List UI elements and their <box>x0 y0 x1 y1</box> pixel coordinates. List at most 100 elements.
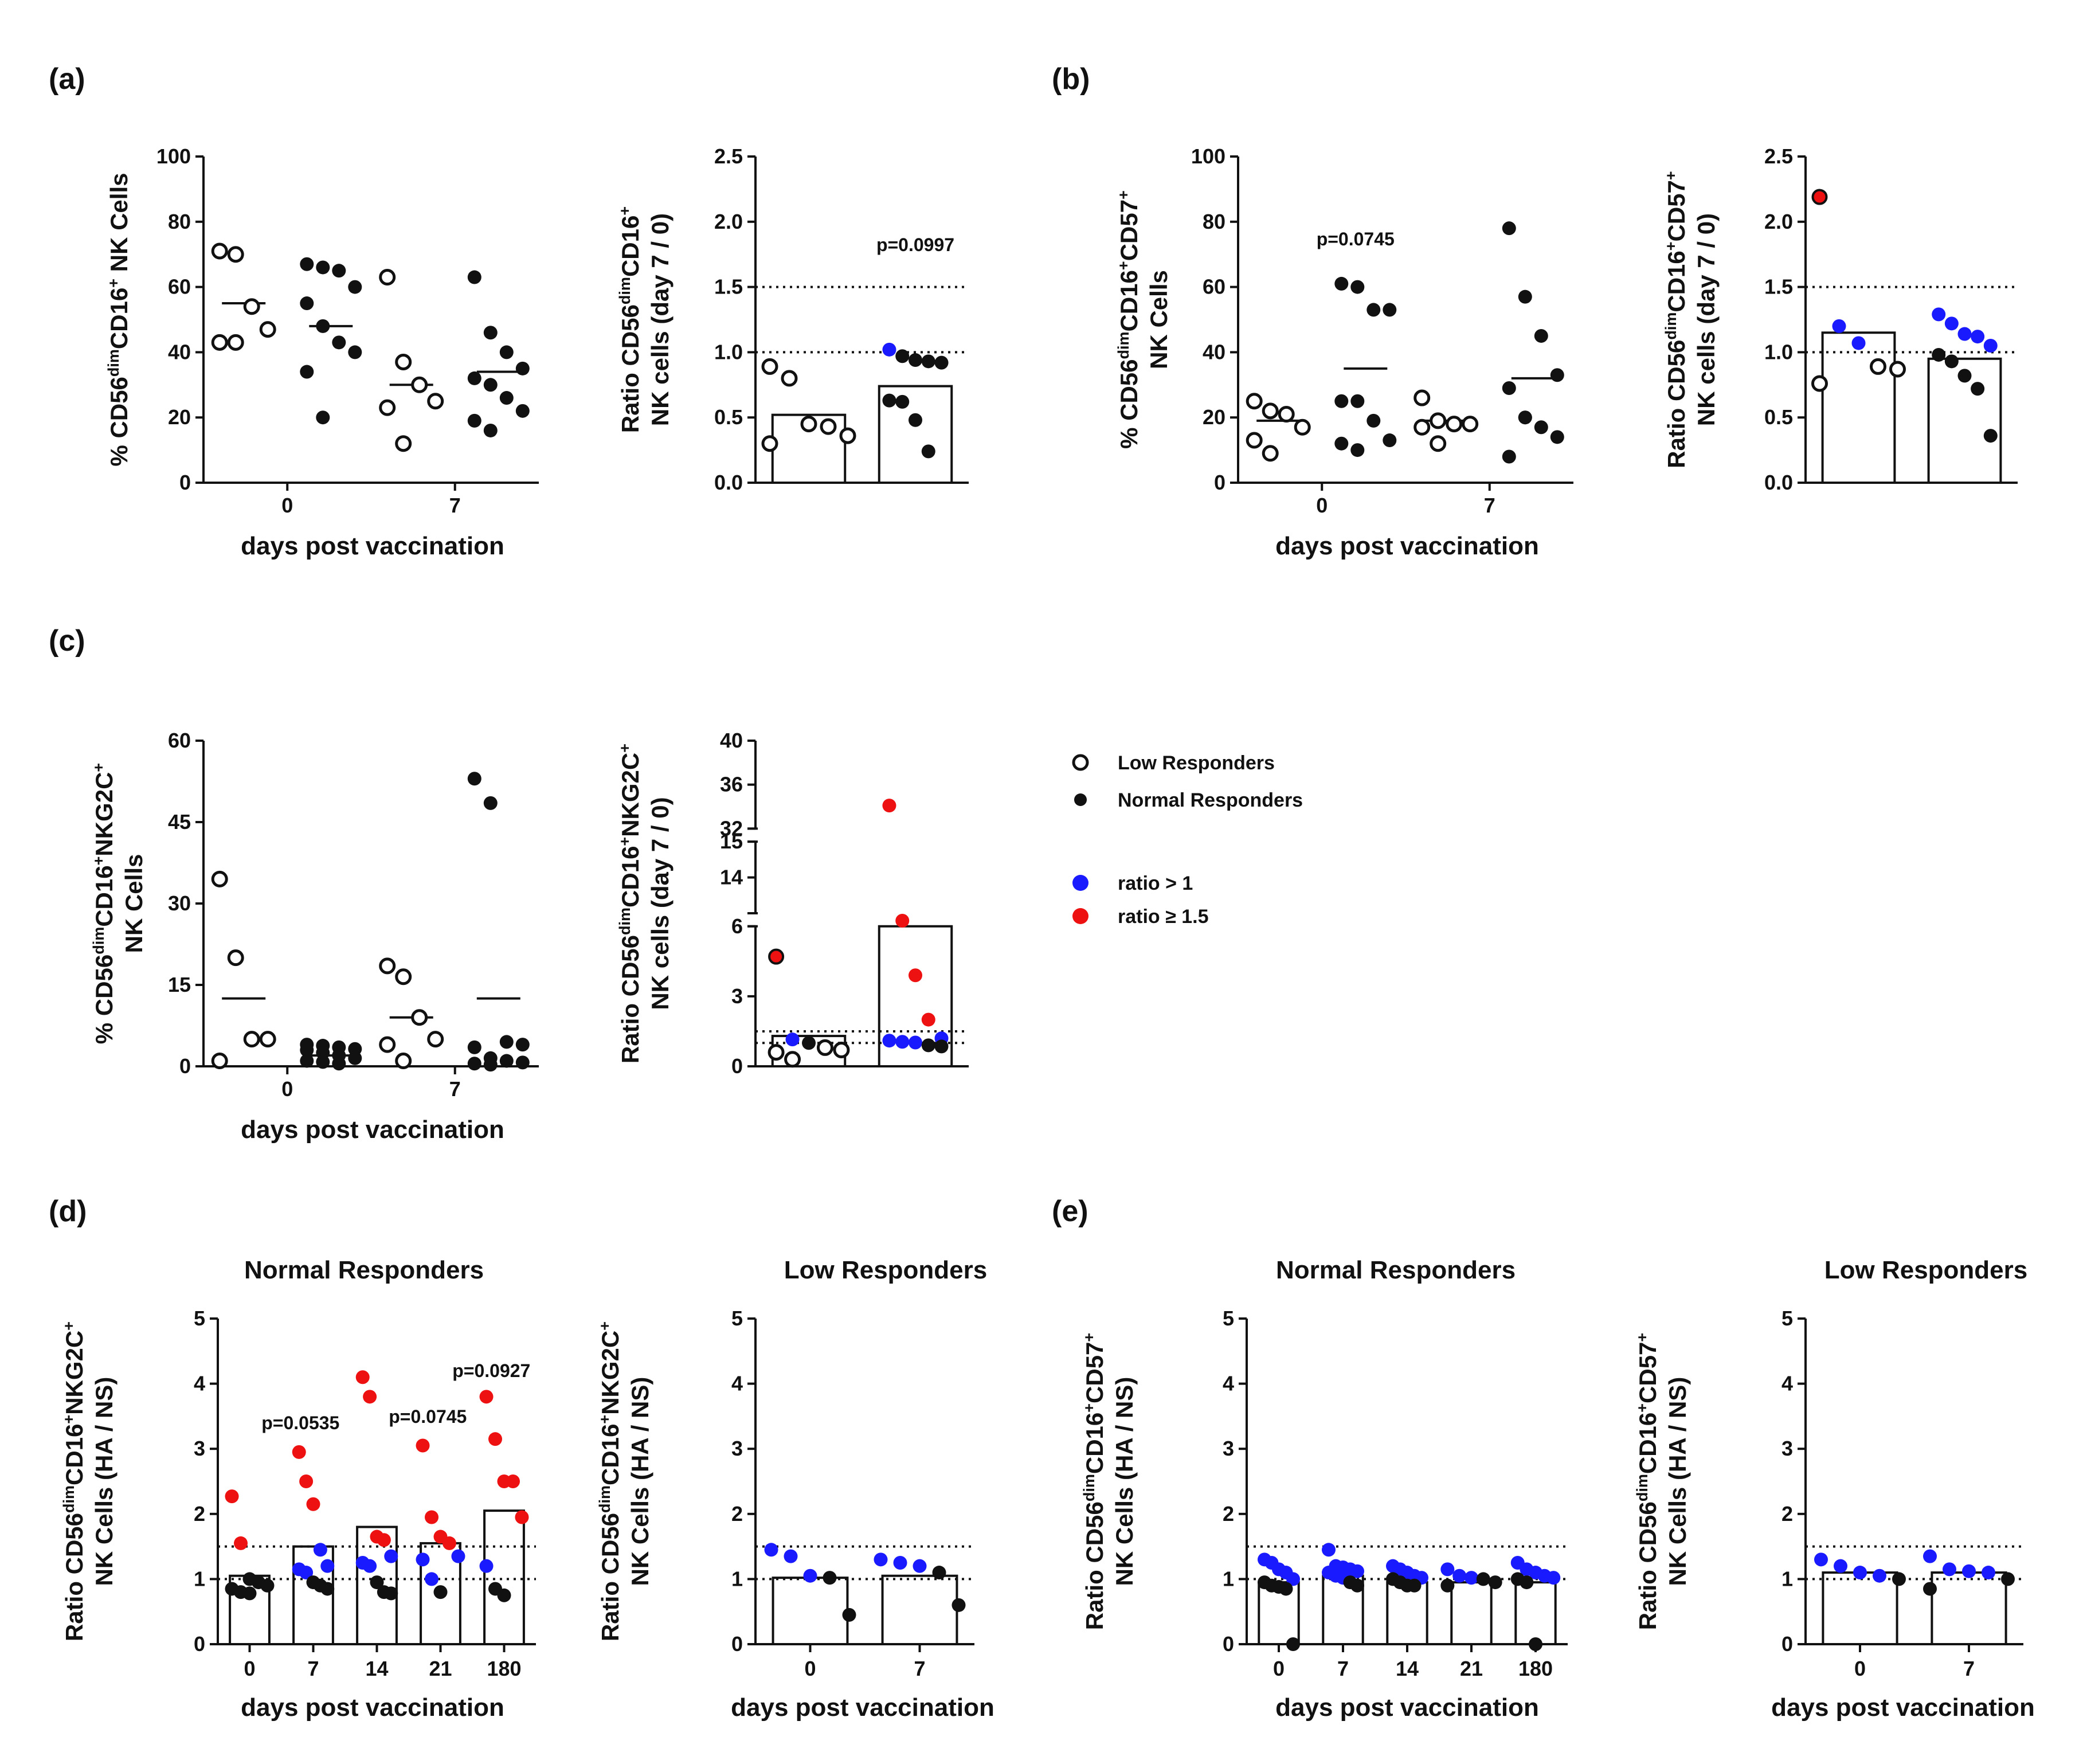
a2-point-1-2 <box>909 353 922 367</box>
e2-ytick-label-3: 3 <box>1781 1437 1793 1460</box>
a1-ylabel-line-0: % CD56dimCD16+ NK Cells <box>105 173 132 467</box>
d1-ylabel-line-1: NK Cells (HA / NS) <box>91 1377 118 1586</box>
d1-point-4-5 <box>479 1559 494 1573</box>
e2-point-1-3 <box>1982 1566 1995 1580</box>
e1-point-1-0 <box>1322 1543 1336 1557</box>
b2-bar-1 <box>1927 357 2002 484</box>
a2-point-1-6 <box>895 394 910 409</box>
b1-annotation-0: p=0.0745 <box>1317 229 1395 249</box>
b1-xtick-label-1: 7 <box>1484 494 1495 517</box>
a2-ylabel-line-0-part-0: Ratio CD56 <box>617 304 644 433</box>
c2-ylabel-line-0-part-5: + <box>616 744 633 753</box>
b2-ytick-label-1: 0.5 <box>1764 405 1793 429</box>
e2-xlabel: days post vaccination <box>1771 1693 2035 1722</box>
d1-point-0-4 <box>260 1578 275 1593</box>
d2-ytick-label-2: 2 <box>731 1502 743 1526</box>
b2-point-0-1 <box>1832 319 1846 333</box>
b2-ytick-label-4: 2.0 <box>1764 210 1793 233</box>
c2-ytick-label-3: 14 <box>720 866 743 889</box>
b2-ytick-label-2: 1.0 <box>1764 340 1793 363</box>
d1-annotation-1: p=0.0745 <box>389 1406 467 1427</box>
d2-bar-1 <box>881 1574 958 1645</box>
d1-title: Normal Responders <box>244 1256 484 1284</box>
b2-point-1-8 <box>1971 382 1985 396</box>
c1-point-0-4 <box>211 1053 228 1070</box>
b2-point-0-5 <box>1811 375 1828 392</box>
a2-point-0-2 <box>800 416 817 433</box>
c1-point-1-8 <box>300 1054 314 1068</box>
b1-ytick-label-2: 40 <box>1203 340 1225 363</box>
e2-ytick-label-0: 0 <box>1781 1632 1793 1656</box>
d1-point-3-5 <box>416 1552 430 1567</box>
e1-point-3-5 <box>1440 1578 1455 1593</box>
c2-point-1-0 <box>882 799 896 813</box>
e1-xtick-label-4: 180 <box>1518 1657 1553 1680</box>
a2-ylabel-line-0: Ratio CD56dimCD16+ <box>616 206 644 433</box>
d1-ytick-label-5: 5 <box>194 1307 205 1330</box>
b1-ylabel-line-0-part-4: CD57 <box>1115 200 1142 261</box>
b1-ylabel-line-1: NK Cells <box>1145 270 1172 369</box>
a1-point-2-4 <box>379 399 396 416</box>
e2-bar-1 <box>1931 1571 2007 1646</box>
d1-point-2-3 <box>377 1533 391 1547</box>
b2-ylabel-line-1: NK cells (day 7 / 0) <box>1693 213 1720 426</box>
d2-ylabel-line-1-part-0: NK Cells (HA / NS) <box>627 1377 653 1586</box>
a1-ytick-label-5: 100 <box>156 144 191 168</box>
e2-ylabel-line-1-part-0: NK Cells (HA / NS) <box>1664 1377 1691 1586</box>
d1-annotation-2: p=0.0927 <box>452 1360 530 1381</box>
a2-point-0-0 <box>761 358 778 375</box>
c2-point-0-6 <box>784 1051 801 1068</box>
a1-ytick-label-2: 40 <box>168 340 191 363</box>
d1-point-1-6 <box>299 1566 314 1580</box>
b1-point-1-3 <box>1383 303 1397 317</box>
b1-point-1-1 <box>1350 280 1365 294</box>
d1-point-1-3 <box>313 1543 327 1557</box>
e1-point-1-9 <box>1350 1578 1364 1593</box>
d1-ytick-label-4: 4 <box>194 1372 205 1395</box>
a2-ylabel-line-0-part-2: CD16 <box>617 216 644 277</box>
e1-ylabel-line-1-part-0: NK Cells (HA / NS) <box>1111 1377 1138 1586</box>
c1-ytick-label-3: 45 <box>168 810 191 834</box>
d2-ytick-label-4: 4 <box>731 1372 743 1395</box>
a2-point-1-0 <box>882 342 896 357</box>
d2-point-0-1 <box>784 1549 798 1563</box>
c1-point-3-6 <box>499 1054 514 1068</box>
e2-ytick-label-5: 5 <box>1781 1307 1793 1330</box>
panel-letter-b: (b) <box>1052 62 1090 96</box>
c1-point-2-0 <box>379 957 396 975</box>
b1-ylabel-line-1-part-0: NK Cells <box>1145 270 1172 369</box>
d1-ytick-label-1: 1 <box>194 1567 205 1590</box>
legend-label-blue: ratio > 1 <box>1118 873 1193 894</box>
d1-point-4-1 <box>488 1432 503 1446</box>
a2-ytick-label-5: 2.5 <box>714 144 743 168</box>
c2-point-1-5 <box>882 1034 896 1048</box>
legend-label-red: ratio ≥ 1.5 <box>1118 906 1209 928</box>
e2-ytick-label-1: 1 <box>1781 1567 1793 1590</box>
d2-xtick-label-0: 0 <box>804 1657 816 1680</box>
legend-marker-red <box>1072 908 1088 924</box>
a1-point-2-0 <box>379 269 396 286</box>
legend: Low Responders Normal Responders ratio >… <box>1072 752 1303 928</box>
legend-label-low: Low Responders <box>1118 752 1275 774</box>
d1-point-1-0 <box>292 1445 306 1459</box>
d1-ylabel-line-0: Ratio CD56dimCD16+NKG2C+ <box>60 1321 88 1641</box>
c1-point-2-5 <box>395 1053 412 1070</box>
b1-point-3-6 <box>1534 420 1548 435</box>
d1-point-3-3 <box>442 1536 456 1550</box>
b2-ylabel-line-0: Ratio CD56dimCD16+CD57+ <box>1662 171 1690 468</box>
d1-point-3-6 <box>425 1572 439 1586</box>
b2-point-1-3 <box>1971 330 1985 344</box>
e2-point-0-2 <box>1853 1566 1867 1580</box>
a1-point-1-2 <box>332 264 346 278</box>
c2-ytick-label-7: 40 <box>720 729 743 752</box>
c2-point-0-3 <box>816 1039 833 1056</box>
a2-ytick-label-4: 2.0 <box>714 210 743 233</box>
d1-point-4-7 <box>497 1588 511 1602</box>
b1-point-2-3 <box>1462 416 1479 433</box>
e1-ylabel-line-0-part-1: dim <box>1080 1474 1098 1501</box>
c2-point-1-8 <box>921 1038 935 1053</box>
c1-point-3-7 <box>515 1055 530 1070</box>
